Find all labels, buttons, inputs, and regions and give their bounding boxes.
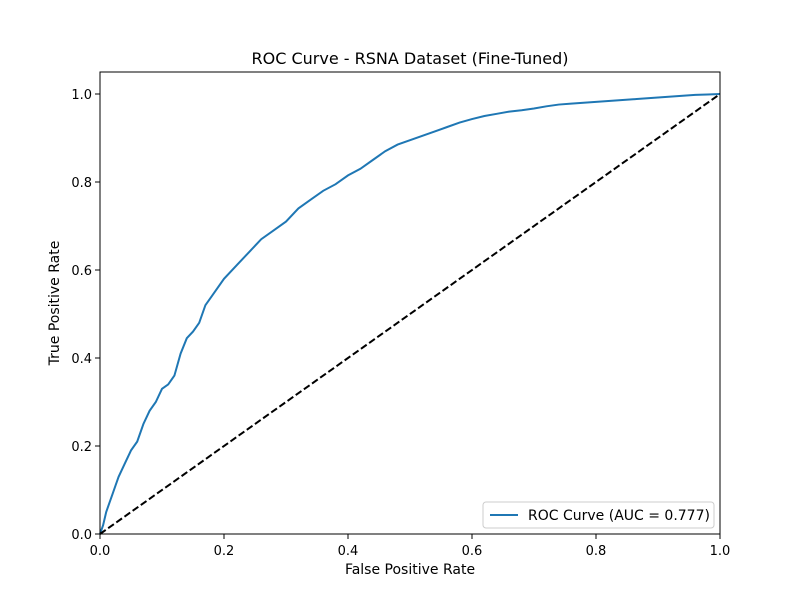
- y-tick-label: 0.6: [71, 264, 92, 279]
- chance-diagonal-line: [99, 93, 721, 535]
- legend: ROC Curve (AUC = 0.777): [482, 501, 715, 529]
- y-tick-label: 0.2: [71, 440, 92, 455]
- x-tick-label: 0.2: [214, 544, 235, 559]
- x-axis-label: False Positive Rate: [345, 562, 475, 578]
- y-tick-label: 0.0: [71, 528, 92, 543]
- y-tick-label: 0.8: [71, 176, 92, 191]
- chart-title: ROC Curve - RSNA Dataset (Fine-Tuned): [251, 49, 568, 68]
- x-tick-label: 0.6: [462, 544, 483, 559]
- plot-area: 0.0 0.2 0.4 0.6 0.8 1.0 0.0 0.2 0.4 0.6 0.8 1.0: [71, 71, 731, 559]
- x-tick-label: 0.0: [90, 544, 111, 559]
- y-axis-label: True Positive Rate: [47, 241, 63, 367]
- x-tick-label: 0.8: [586, 544, 607, 559]
- x-tick-label: 0.4: [338, 544, 359, 559]
- y-tick-label: 1.0: [71, 88, 92, 103]
- y-tick-label: 0.4: [71, 352, 92, 367]
- axes-frame: [99, 71, 721, 535]
- legend-label: ROC Curve (AUC = 0.777): [528, 508, 710, 524]
- x-tick-label: 1.0: [710, 544, 731, 559]
- roc-curve-line: [99, 93, 721, 535]
- legend-box: [482, 501, 715, 529]
